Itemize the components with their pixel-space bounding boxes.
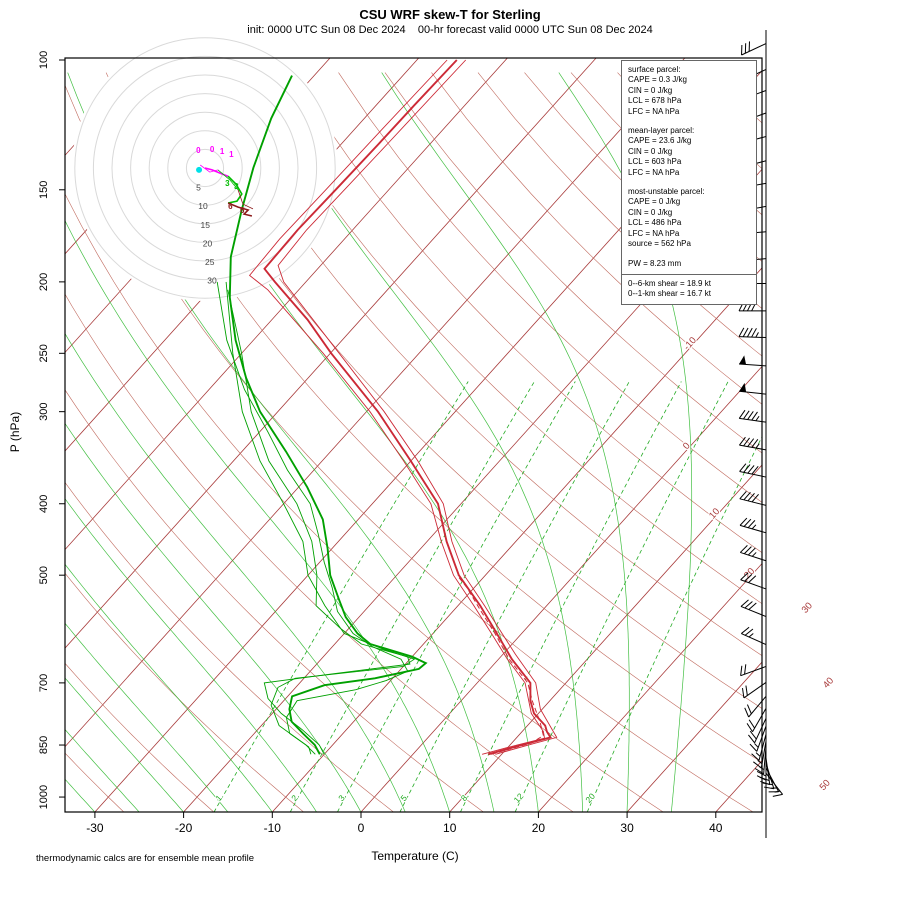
mixing-ratio-label: 8 — [459, 793, 470, 803]
info-line: LCL = 678 hPa — [628, 96, 682, 106]
hodograph-ring-label: 20 — [203, 238, 213, 248]
shear-block: 0--6-km shear = 18.9 kt 0--1-km shear = 1… — [622, 273, 756, 301]
info-line: LFC = NA hPa — [628, 228, 680, 238]
temperature-member — [277, 59, 558, 755]
pressure-tick-label: 700 — [38, 674, 50, 692]
info-line: CIN = 0 J/kg — [628, 146, 673, 156]
parcel-info-box: surface parcel: CAPE = 0.3 J/kg CIN = 0 J/… — [621, 60, 757, 305]
hodograph-height-label: 6 — [240, 206, 245, 215]
pressure-tick-label: 200 — [38, 273, 50, 291]
pressure-tick-label: 150 — [38, 181, 50, 199]
isotherm-label: 20 — [742, 566, 757, 581]
dewpoint-member — [227, 289, 411, 755]
temp-tick-label: 30 — [620, 821, 634, 835]
info-line: LFC = NA hPa — [628, 167, 680, 177]
pressure-tick-label: 1000 — [38, 785, 50, 809]
hodograph-ring-label: 5 — [196, 183, 201, 193]
info-line: CAPE = 0 J/kg — [628, 197, 681, 207]
info-line: 0--6-km shear = 18.9 kt — [628, 278, 711, 288]
isotherm-label: 10 — [707, 506, 722, 521]
dewpoint-mean — [228, 75, 428, 755]
hodograph-height-label: 3 — [225, 179, 230, 188]
info-line: CAPE = 23.6 J/kg — [628, 136, 692, 146]
pressure-tick-label: 100 — [38, 51, 50, 69]
info-line: mean-layer parcel: — [628, 126, 695, 136]
info-line — [628, 178, 756, 187]
x-axis-title: Temperature (C) — [371, 849, 459, 863]
info-line: 0--1-km shear = 16.7 kt — [628, 289, 711, 299]
pressure-tick-label: 300 — [38, 403, 50, 421]
temp-tick-label: -30 — [86, 821, 104, 835]
info-line: surface parcel: — [628, 65, 681, 74]
info-line: most-unstable parcel: — [628, 187, 705, 197]
info-line: LCL = 486 hPa — [628, 218, 682, 228]
temp-tick-label: -20 — [175, 821, 193, 835]
storm-motion-dot — [196, 166, 203, 173]
pressure-tick-label: 250 — [38, 344, 50, 362]
chart-subtitle: init: 0000 UTC Sun 08 Dec 2024 00-hr for… — [247, 24, 653, 36]
hodograph-ring-label: 10 — [198, 201, 208, 211]
hodograph-ring-label: 15 — [201, 220, 211, 230]
hodograph-height-label: 6 — [228, 202, 233, 211]
hodograph-height-label: 0 — [210, 145, 215, 154]
temp-tick-label: 10 — [443, 821, 457, 835]
hodograph-trace: 0 0 1 13 36 6 — [196, 145, 254, 217]
pressure-tick-label: 400 — [38, 495, 50, 513]
isotherm-label: -10 — [682, 335, 699, 353]
dewpoint-member — [216, 281, 409, 755]
info-line: PW = 8.23 mm — [628, 258, 682, 268]
isotherm-label: 30 — [800, 600, 815, 615]
info-line — [628, 117, 756, 126]
hodograph-ring-label: 30 — [207, 276, 217, 286]
temp-tick-label: 40 — [709, 821, 723, 835]
mixing-ratio-label: 3 — [336, 793, 347, 803]
mixing-ratio-label: 12 — [512, 791, 526, 805]
isotherm-label: 50 — [818, 778, 833, 793]
hodograph-height-label: 3 — [234, 182, 239, 191]
hodograph-height-label: 1 — [220, 147, 225, 156]
pressure-tick-label: 500 — [38, 566, 50, 584]
info-line: LFC = NA hPa — [628, 106, 680, 116]
hodograph-ring-label: 25 — [205, 257, 215, 267]
hodograph-height-label: 0 — [196, 146, 201, 155]
sounding-profiles — [216, 59, 558, 756]
isotherm-label: 40 — [821, 675, 836, 690]
temperature-dashed — [456, 574, 544, 755]
info-line: source = 562 hPa — [628, 239, 691, 249]
footnote: thermodynamic calcs are for ensemble mea… — [36, 853, 255, 864]
mixing-ratio-label: 5 — [398, 793, 409, 803]
mixing-ratio-label: 20 — [583, 791, 597, 805]
temp-tick-label: -10 — [264, 821, 282, 835]
temperature-member — [248, 59, 546, 755]
chart-title: CSU WRF skew-T for Sterling — [359, 7, 541, 22]
temp-tick-label: 20 — [532, 821, 546, 835]
info-line: LCL = 603 hPa — [628, 157, 682, 167]
info-line: CIN = 0 J/kg — [628, 85, 673, 95]
temperature-mean — [263, 59, 552, 756]
hodograph-height-label: 1 — [229, 150, 234, 159]
info-line: CIN = 0 J/kg — [628, 207, 673, 217]
y-axis-title: P (hPa) — [8, 411, 22, 453]
temp-tick-label: 0 — [358, 821, 365, 835]
dewpoint-member — [225, 281, 416, 755]
info-line: CAPE = 0.3 J/kg — [628, 75, 687, 85]
info-line — [628, 250, 756, 259]
pressure-tick-label: 850 — [38, 736, 50, 754]
